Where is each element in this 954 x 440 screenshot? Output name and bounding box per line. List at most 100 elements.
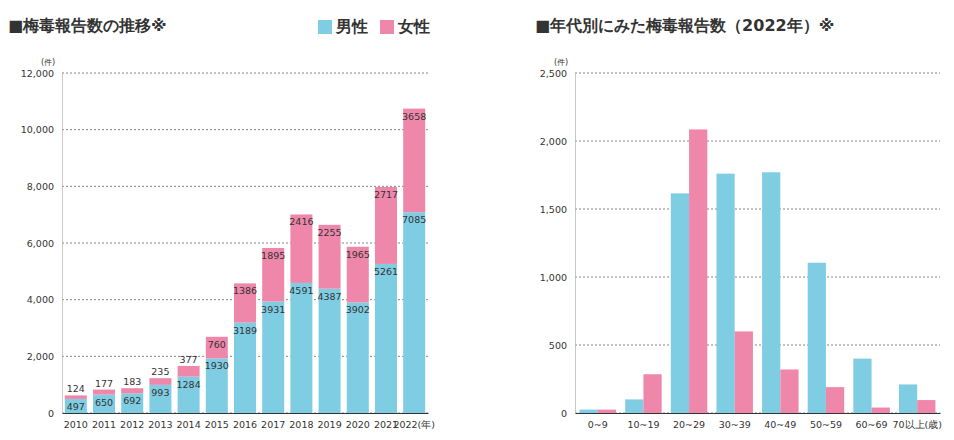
- data-label: 177: [95, 378, 113, 389]
- bar: [93, 395, 115, 413]
- x-axis: 0~910~1920~2930~3940~4950~5960~6970以上(歳): [576, 413, 942, 430]
- grid-line: [575, 345, 940, 346]
- bar: [716, 174, 734, 413]
- y-tick-label: 0: [48, 408, 54, 419]
- grid-line: [62, 73, 428, 74]
- x-tick-label: 20~29: [673, 419, 705, 430]
- data-label: 2717: [374, 189, 398, 200]
- legend-swatch: [380, 20, 394, 34]
- x-tick: 2010: [64, 413, 88, 430]
- legend-label: 女性: [397, 17, 430, 36]
- x-tick-label: 2013: [148, 419, 172, 430]
- data-label: 2255: [317, 227, 341, 238]
- data-label: 3931: [261, 304, 285, 315]
- bar: [689, 129, 707, 413]
- grid-line: [62, 129, 428, 130]
- x-tick: 2012: [120, 413, 144, 430]
- y-tick-label: 12,000: [21, 68, 54, 79]
- y-tick-label: 4,000: [27, 294, 54, 305]
- x-tick-label: 60~69: [855, 419, 887, 430]
- bar: [149, 385, 171, 413]
- title: ■年代別にみた梅毒報告数（2022年）※: [535, 16, 834, 35]
- y-axis-label: (件): [554, 58, 568, 67]
- x-tick-label: 2019: [317, 419, 341, 430]
- bar: [149, 378, 171, 385]
- y-tick-label: 2,500: [540, 68, 567, 79]
- bar: [290, 283, 312, 413]
- y-tick-label: 2,000: [27, 351, 54, 362]
- bar: [762, 172, 780, 413]
- x-tick-label: 2010: [64, 419, 88, 430]
- x-tick-label: 50~59: [810, 419, 842, 430]
- x-tick: 2020: [346, 413, 370, 430]
- data-label: 3902: [346, 304, 370, 315]
- grid-line: [575, 277, 940, 278]
- bar: [872, 408, 890, 413]
- data-label: 5261: [374, 266, 398, 277]
- bar: [625, 399, 643, 413]
- x-axis-line: [576, 413, 941, 414]
- bar: [178, 366, 200, 377]
- bar: [808, 263, 826, 413]
- bar: [643, 374, 661, 413]
- bar: [826, 387, 844, 413]
- bar: [121, 393, 143, 413]
- x-tick-label: 40~49: [764, 419, 796, 430]
- data-label: 3658: [402, 111, 426, 122]
- y-tick: 0: [561, 408, 575, 419]
- data-label: 1965: [346, 249, 370, 260]
- x-tick-label: 2016: [233, 419, 257, 430]
- grid: [575, 73, 940, 413]
- x-tick: 2013: [148, 413, 172, 430]
- y-tick-label: 8,000: [27, 181, 54, 192]
- bar: [403, 212, 425, 413]
- legend-label: 男性: [335, 17, 368, 36]
- x-tick-label: 10~19: [627, 419, 659, 430]
- data-label: 650: [95, 397, 113, 408]
- bar: [917, 400, 935, 413]
- data-label: 183: [123, 376, 141, 387]
- y-tick: 0: [48, 408, 62, 419]
- y-tick: 500: [549, 340, 575, 351]
- y-tick-label: 500: [549, 340, 567, 351]
- data-labels: 4971246501776921839932351284377193076031…: [67, 111, 427, 412]
- title: ■梅毒報告数の推移※: [8, 16, 167, 35]
- grid-line: [575, 209, 940, 210]
- y-tick: 6,000: [27, 238, 62, 249]
- data-label: 993: [151, 387, 169, 398]
- y-axis-line: [575, 74, 576, 414]
- grid-line: [575, 73, 940, 74]
- figure: ■梅毒報告数の推移※(件)497124650177692183993235128…: [0, 0, 954, 440]
- chart: ■年代別にみた梅毒報告数（2022年）※(件)0~910~1920~2930~3…: [535, 16, 942, 430]
- bar: [93, 390, 115, 395]
- y-tick-label: 2,000: [540, 136, 567, 147]
- grid-line: [575, 141, 940, 142]
- bar: [65, 395, 87, 399]
- x-axis-line: [63, 413, 429, 414]
- bar: [375, 264, 397, 413]
- x-tick: 2016: [233, 413, 257, 430]
- y-tick: 1,000: [540, 272, 575, 283]
- x-tick: 2019: [317, 413, 341, 430]
- x-axis: 2010201120122013201420152016201720182019…: [63, 413, 435, 430]
- x-tick-label: 2017: [261, 419, 285, 430]
- x-tick-label: 2020: [346, 419, 370, 430]
- x-tick: 2014: [177, 413, 201, 430]
- y-tick: 1,500: [540, 204, 575, 215]
- data-label: 692: [123, 395, 141, 406]
- bar: [319, 289, 341, 413]
- bar: [65, 399, 87, 413]
- x-tick-label: 0~9: [588, 419, 608, 430]
- y-tick-label: 0: [561, 408, 567, 419]
- data-label: 2416: [289, 216, 313, 227]
- data-label: 1284: [177, 379, 201, 390]
- bar: [206, 337, 228, 359]
- bar: [580, 410, 598, 413]
- x-tick-label: 2022(年): [393, 419, 435, 430]
- x-tick: 60~69: [855, 413, 887, 430]
- y-tick: 4,000: [27, 294, 62, 305]
- x-tick-label: 2014: [177, 419, 201, 430]
- bar: [780, 369, 798, 413]
- y-tick-label: 1,000: [540, 272, 567, 283]
- y-tick: 10,000: [21, 124, 62, 135]
